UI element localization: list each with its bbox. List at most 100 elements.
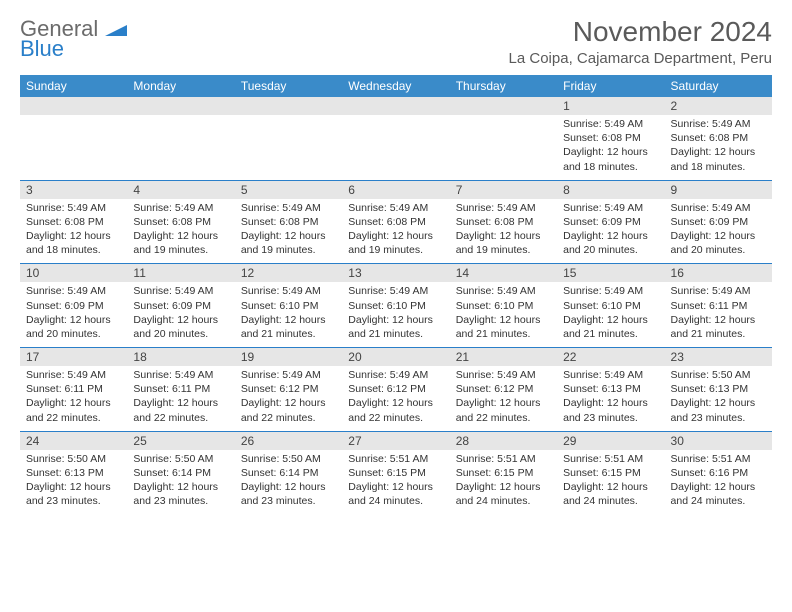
day-detail-line: Sunrise: 5:51 AM	[456, 452, 551, 466]
day-number: 3	[20, 181, 127, 199]
day-detail-line: Sunrise: 5:49 AM	[456, 284, 551, 298]
day-detail-line: Sunset: 6:10 PM	[563, 299, 658, 313]
day-detail-line: Daylight: 12 hours	[133, 480, 228, 494]
day-detail-line: Daylight: 12 hours	[456, 229, 551, 243]
day-detail-line: Daylight: 12 hours	[563, 229, 658, 243]
day-detail-line: and 19 minutes.	[348, 243, 443, 257]
day-number: 12	[235, 264, 342, 282]
logo-triangle-icon	[105, 23, 127, 40]
day-details: Sunrise: 5:49 AMSunset: 6:10 PMDaylight:…	[557, 282, 664, 347]
day-detail-line: Daylight: 12 hours	[671, 480, 766, 494]
day-number: 8	[557, 181, 664, 199]
day-detail-line: Sunset: 6:08 PM	[241, 215, 336, 229]
day-details: Sunrise: 5:51 AMSunset: 6:15 PMDaylight:…	[342, 450, 449, 515]
day-detail-line: Daylight: 12 hours	[241, 313, 336, 327]
day-details: Sunrise: 5:49 AMSunset: 6:09 PMDaylight:…	[20, 282, 127, 347]
day-details: Sunrise: 5:49 AMSunset: 6:10 PMDaylight:…	[342, 282, 449, 347]
day-number	[235, 97, 342, 115]
day-number: 30	[665, 432, 772, 450]
week-daynum-row: 10111213141516	[20, 263, 772, 282]
day-detail-line: Daylight: 12 hours	[26, 480, 121, 494]
day-detail-line: Sunset: 6:09 PM	[26, 299, 121, 313]
day-detail-line: and 19 minutes.	[241, 243, 336, 257]
day-header: Monday	[127, 75, 234, 97]
day-number: 6	[342, 181, 449, 199]
day-detail-line: Daylight: 12 hours	[563, 480, 658, 494]
day-detail-line: Sunset: 6:13 PM	[563, 382, 658, 396]
day-number: 29	[557, 432, 664, 450]
day-details: Sunrise: 5:49 AMSunset: 6:08 PMDaylight:…	[450, 199, 557, 264]
day-detail-line: Sunrise: 5:50 AM	[133, 452, 228, 466]
day-detail-line: and 20 minutes.	[563, 243, 658, 257]
day-detail-line: Sunrise: 5:49 AM	[26, 284, 121, 298]
day-detail-line: Daylight: 12 hours	[456, 480, 551, 494]
day-detail-line: and 22 minutes.	[456, 411, 551, 425]
day-detail-line: Daylight: 12 hours	[671, 396, 766, 410]
day-details: Sunrise: 5:49 AMSunset: 6:08 PMDaylight:…	[557, 115, 664, 180]
day-detail-line: Daylight: 12 hours	[456, 396, 551, 410]
day-details	[342, 115, 449, 180]
day-number	[450, 97, 557, 115]
day-detail-line: Daylight: 12 hours	[348, 313, 443, 327]
day-detail-line: Daylight: 12 hours	[241, 396, 336, 410]
day-header: Tuesday	[235, 75, 342, 97]
day-detail-line: Sunrise: 5:49 AM	[241, 201, 336, 215]
day-header: Sunday	[20, 75, 127, 97]
day-header: Thursday	[450, 75, 557, 97]
day-detail-line: and 24 minutes.	[456, 494, 551, 508]
day-detail-line: Sunset: 6:10 PM	[456, 299, 551, 313]
day-detail-line: and 22 minutes.	[348, 411, 443, 425]
day-number: 14	[450, 264, 557, 282]
day-number: 2	[665, 97, 772, 115]
day-detail-line: Sunset: 6:08 PM	[456, 215, 551, 229]
day-details	[235, 115, 342, 180]
day-number: 10	[20, 264, 127, 282]
day-details: Sunrise: 5:49 AMSunset: 6:09 PMDaylight:…	[127, 282, 234, 347]
day-detail-line: Sunset: 6:11 PM	[671, 299, 766, 313]
week-daynum-row: 3456789	[20, 180, 772, 199]
day-detail-line: Sunset: 6:15 PM	[348, 466, 443, 480]
day-detail-line: Daylight: 12 hours	[133, 229, 228, 243]
day-detail-line: Sunset: 6:08 PM	[563, 131, 658, 145]
day-number: 25	[127, 432, 234, 450]
day-detail-line: Sunset: 6:13 PM	[671, 382, 766, 396]
day-detail-line: Daylight: 12 hours	[133, 396, 228, 410]
day-details: Sunrise: 5:49 AMSunset: 6:10 PMDaylight:…	[450, 282, 557, 347]
day-details: Sunrise: 5:50 AMSunset: 6:14 PMDaylight:…	[235, 450, 342, 515]
day-detail-line: Sunset: 6:12 PM	[456, 382, 551, 396]
day-detail-line: and 24 minutes.	[671, 494, 766, 508]
day-detail-line: Daylight: 12 hours	[26, 229, 121, 243]
day-detail-line: and 18 minutes.	[671, 160, 766, 174]
title-block: November 2024 La Coipa, Cajamarca Depart…	[509, 16, 772, 67]
day-detail-line: and 21 minutes.	[241, 327, 336, 341]
day-detail-line: and 18 minutes.	[563, 160, 658, 174]
day-detail-line: Daylight: 12 hours	[456, 313, 551, 327]
day-detail-line: and 23 minutes.	[26, 494, 121, 508]
day-detail-line: Daylight: 12 hours	[348, 480, 443, 494]
day-header: Friday	[557, 75, 664, 97]
day-detail-line: Sunrise: 5:51 AM	[348, 452, 443, 466]
day-number: 18	[127, 348, 234, 366]
day-number: 23	[665, 348, 772, 366]
day-detail-line: and 21 minutes.	[671, 327, 766, 341]
day-number: 16	[665, 264, 772, 282]
day-number: 17	[20, 348, 127, 366]
day-detail-line: Sunrise: 5:50 AM	[671, 368, 766, 382]
day-number: 26	[235, 432, 342, 450]
day-detail-line: Sunset: 6:08 PM	[671, 131, 766, 145]
day-detail-line: Sunset: 6:10 PM	[348, 299, 443, 313]
day-details: Sunrise: 5:51 AMSunset: 6:16 PMDaylight:…	[665, 450, 772, 515]
day-number: 11	[127, 264, 234, 282]
day-detail-line: Sunrise: 5:49 AM	[26, 368, 121, 382]
calendar: SundayMondayTuesdayWednesdayThursdayFrid…	[20, 75, 772, 514]
day-detail-line: Sunset: 6:15 PM	[456, 466, 551, 480]
day-detail-line: and 21 minutes.	[348, 327, 443, 341]
day-details: Sunrise: 5:49 AMSunset: 6:12 PMDaylight:…	[342, 366, 449, 431]
calendar-body: 12 Sunrise: 5:49 AMSunset: 6:08 PMDaylig…	[20, 97, 772, 514]
day-detail-line: Daylight: 12 hours	[563, 145, 658, 159]
day-details: Sunrise: 5:49 AMSunset: 6:11 PMDaylight:…	[127, 366, 234, 431]
week-details-row: Sunrise: 5:49 AMSunset: 6:11 PMDaylight:…	[20, 366, 772, 431]
day-detail-line: Sunrise: 5:49 AM	[133, 368, 228, 382]
day-detail-line: Sunset: 6:08 PM	[26, 215, 121, 229]
day-detail-line: Daylight: 12 hours	[348, 229, 443, 243]
